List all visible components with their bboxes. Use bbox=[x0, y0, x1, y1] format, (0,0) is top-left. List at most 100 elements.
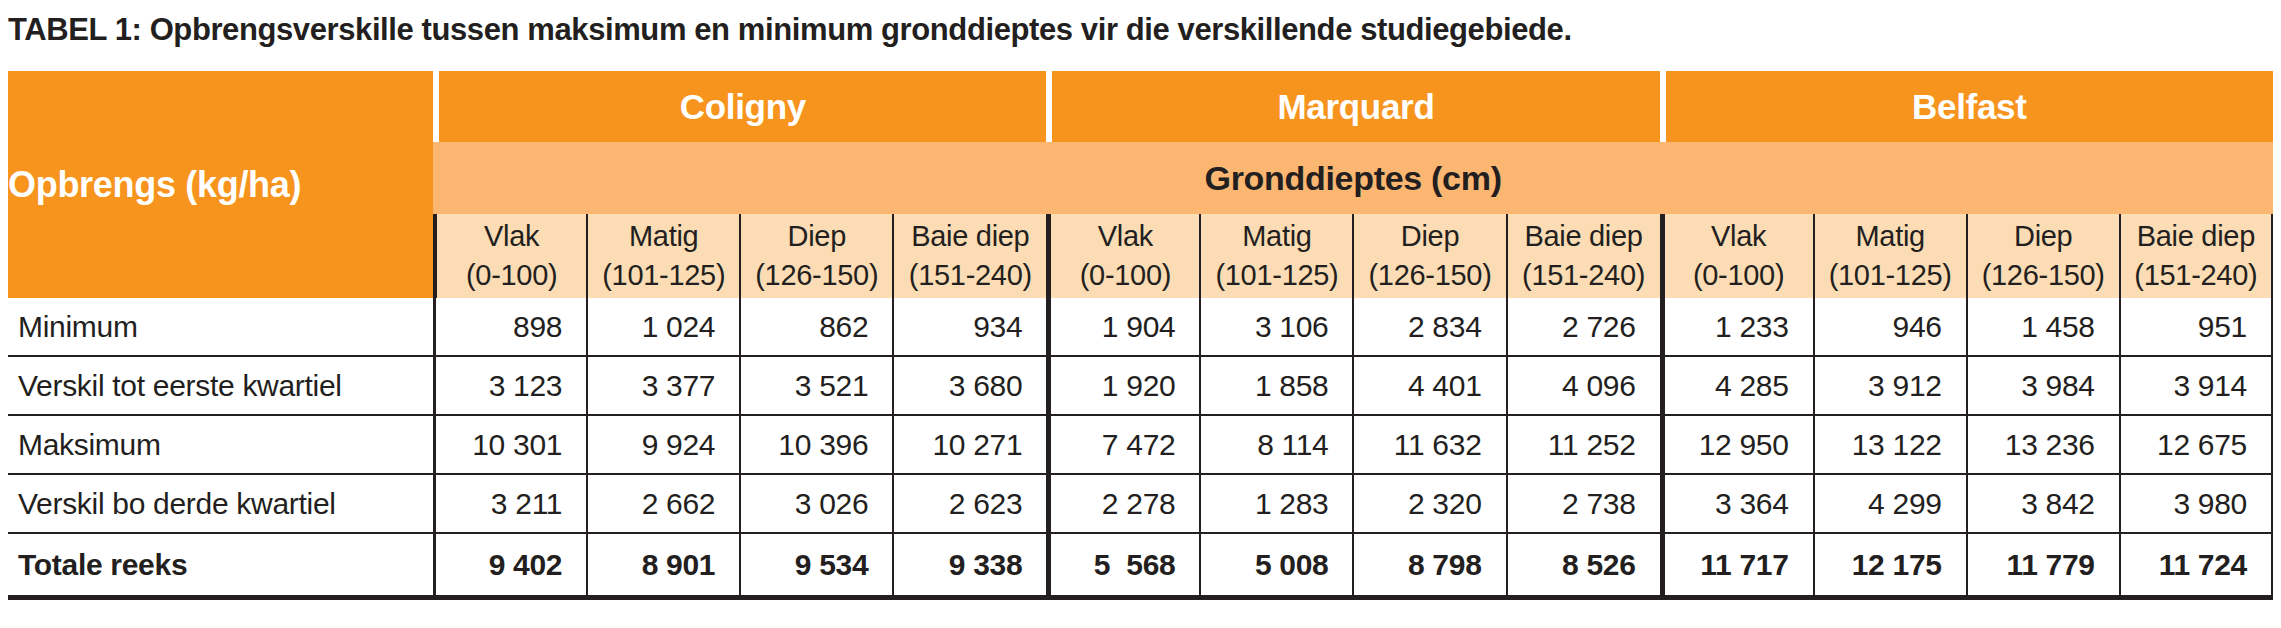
depth-range: (101-125) bbox=[1815, 256, 1966, 295]
col-header-marquard-vlak: Vlak (0-100) bbox=[1046, 214, 1199, 298]
value-cell: 4 299 bbox=[1813, 473, 1966, 532]
value-cell: 1 233 bbox=[1660, 298, 1813, 355]
depth-name: Matig bbox=[588, 217, 739, 256]
col-header-coligny-vlak: Vlak (0-100) bbox=[433, 214, 586, 298]
value-cell: 3 912 bbox=[1813, 355, 1966, 414]
value-cell: 3 914 bbox=[2119, 355, 2273, 414]
yield-table: Opbrengs (kg/ha) Coligny Marquard Belfas… bbox=[8, 71, 2273, 600]
value-cell: 2 320 bbox=[1352, 473, 1505, 532]
depth-name: Vlak bbox=[1051, 217, 1199, 256]
row-label: Totale reeks bbox=[8, 532, 433, 600]
value-cell: 862 bbox=[739, 298, 892, 355]
value-cell: 934 bbox=[892, 298, 1046, 355]
value-cell: 3 377 bbox=[586, 355, 739, 414]
value-cell: 2 278 bbox=[1046, 473, 1199, 532]
row-label: Minimum bbox=[8, 298, 433, 355]
value-cell: 10 271 bbox=[892, 414, 1046, 473]
depth-name: Diep bbox=[1354, 217, 1505, 256]
depth-range: (101-125) bbox=[1201, 256, 1352, 295]
depth-range: (0-100) bbox=[1665, 256, 1813, 295]
value-cell: 13 122 bbox=[1813, 414, 1966, 473]
value-cell: 3 211 bbox=[433, 473, 586, 532]
depth-name: Diep bbox=[741, 217, 892, 256]
region-header-marquard: Marquard bbox=[1046, 71, 1659, 142]
depth-name: Baie diep bbox=[894, 217, 1046, 256]
depth-name: Vlak bbox=[437, 217, 586, 256]
value-cell: 1 920 bbox=[1046, 355, 1199, 414]
value-cell: 2 662 bbox=[586, 473, 739, 532]
value-cell: 898 bbox=[433, 298, 586, 355]
value-cell: 5 568 bbox=[1046, 532, 1199, 600]
value-cell: 8 798 bbox=[1352, 532, 1505, 600]
depth-range: (126-150) bbox=[741, 256, 892, 295]
table-row-verskil-derde-kwartiel: Verskil bo derde kwartiel 3 211 2 662 3 … bbox=[8, 473, 2273, 532]
depth-name: Baie diep bbox=[1508, 217, 1660, 256]
row-label: Maksimum bbox=[8, 414, 433, 473]
corner-header-opbrengs: Opbrengs (kg/ha) bbox=[8, 71, 433, 298]
depth-range: (101-125) bbox=[588, 256, 739, 295]
value-cell: 4 401 bbox=[1352, 355, 1505, 414]
value-cell: 1 858 bbox=[1199, 355, 1352, 414]
depth-range: (151-240) bbox=[894, 256, 1046, 295]
value-cell: 11 724 bbox=[2119, 532, 2273, 600]
value-cell: 1 904 bbox=[1046, 298, 1199, 355]
value-cell: 3 842 bbox=[1966, 473, 2119, 532]
value-cell: 2 726 bbox=[1506, 298, 1660, 355]
region-header-belfast: Belfast bbox=[1660, 71, 2273, 142]
value-cell: 9 338 bbox=[892, 532, 1046, 600]
col-header-belfast-matig: Matig (101-125) bbox=[1813, 214, 1966, 298]
table-row-maksimum: Maksimum 10 301 9 924 10 396 10 271 7 47… bbox=[8, 414, 2273, 473]
row-label: Verskil tot eerste kwartiel bbox=[8, 355, 433, 414]
depth-name: Matig bbox=[1815, 217, 1966, 256]
value-cell: 12 175 bbox=[1813, 532, 1966, 600]
col-header-coligny-matig: Matig (101-125) bbox=[586, 214, 739, 298]
depth-range: (126-150) bbox=[1354, 256, 1505, 295]
depth-name: Baie diep bbox=[2121, 217, 2271, 256]
col-header-marquard-diep: Diep (126-150) bbox=[1352, 214, 1505, 298]
table-row-totale-reeks: Totale reeks 9 402 8 901 9 534 9 338 5 5… bbox=[8, 532, 2273, 600]
region-header-coligny: Coligny bbox=[433, 71, 1046, 142]
value-cell: 1 458 bbox=[1966, 298, 2119, 355]
value-cell: 2 623 bbox=[892, 473, 1046, 532]
value-cell: 2 738 bbox=[1506, 473, 1660, 532]
value-cell: 3 980 bbox=[2119, 473, 2273, 532]
value-cell: 11 717 bbox=[1660, 532, 1813, 600]
value-cell: 8 114 bbox=[1199, 414, 1352, 473]
col-header-coligny-diep: Diep (126-150) bbox=[739, 214, 892, 298]
value-cell: 3 521 bbox=[739, 355, 892, 414]
value-cell: 4 285 bbox=[1660, 355, 1813, 414]
value-cell: 11 779 bbox=[1966, 532, 2119, 600]
value-cell: 12 950 bbox=[1660, 414, 1813, 473]
depth-range: (151-240) bbox=[2121, 256, 2271, 295]
col-header-belfast-baie-diep: Baie diep (151-240) bbox=[2119, 214, 2273, 298]
value-cell: 2 834 bbox=[1352, 298, 1505, 355]
value-cell: 5 008 bbox=[1199, 532, 1352, 600]
depth-name: Matig bbox=[1201, 217, 1352, 256]
depth-name: Diep bbox=[1968, 217, 2119, 256]
value-cell: 951 bbox=[2119, 298, 2273, 355]
value-cell: 13 236 bbox=[1966, 414, 2119, 473]
value-cell: 3 984 bbox=[1966, 355, 2119, 414]
col-header-marquard-baie-diep: Baie diep (151-240) bbox=[1506, 214, 1660, 298]
value-cell: 3 106 bbox=[1199, 298, 1352, 355]
value-cell: 11 252 bbox=[1506, 414, 1660, 473]
value-cell: 3 026 bbox=[739, 473, 892, 532]
region-header-row: Opbrengs (kg/ha) Coligny Marquard Belfas… bbox=[8, 71, 2273, 142]
depth-range: (0-100) bbox=[1051, 256, 1199, 295]
value-cell: 7 472 bbox=[1046, 414, 1199, 473]
value-cell: 4 096 bbox=[1506, 355, 1660, 414]
table-title: TABEL 1: Opbrengsverskille tussen maksim… bbox=[8, 12, 2281, 48]
value-cell: 9 924 bbox=[586, 414, 739, 473]
value-cell: 3 364 bbox=[1660, 473, 1813, 532]
value-cell: 8 526 bbox=[1506, 532, 1660, 600]
value-cell: 946 bbox=[1813, 298, 1966, 355]
depth-name: Vlak bbox=[1665, 217, 1813, 256]
value-cell: 10 301 bbox=[433, 414, 586, 473]
value-cell: 3 680 bbox=[892, 355, 1046, 414]
value-cell: 9 402 bbox=[433, 532, 586, 600]
table-row-verskil-eerste-kwartiel: Verskil tot eerste kwartiel 3 123 3 377 … bbox=[8, 355, 2273, 414]
row-label: Verskil bo derde kwartiel bbox=[8, 473, 433, 532]
table-row-minimum: Minimum 898 1 024 862 934 1 904 3 106 2 … bbox=[8, 298, 2273, 355]
value-cell: 1 283 bbox=[1199, 473, 1352, 532]
subheader-gronddieptes: Gronddieptes (cm) bbox=[433, 142, 2273, 214]
